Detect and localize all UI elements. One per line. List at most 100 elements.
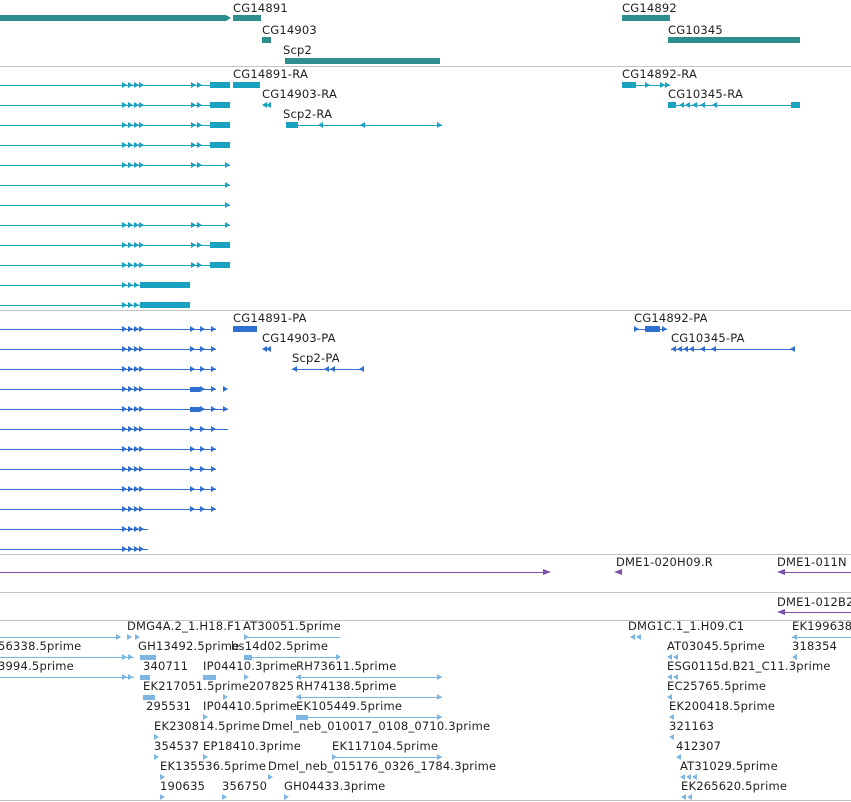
est-label[interactable]: 412307 [676, 739, 722, 753]
est-label[interactable]: 318354 [792, 639, 838, 653]
est-label[interactable]: EK200418.5prime [669, 699, 776, 713]
est-label[interactable]: EK117104.5prime [332, 739, 439, 753]
est-label[interactable]: AT03045.5prime [667, 639, 765, 653]
feature-line[interactable] [0, 205, 230, 206]
feature-line[interactable] [0, 677, 134, 678]
est-label[interactable]: 321163 [669, 719, 715, 733]
est-label[interactable]: EK230814.5prime [154, 719, 261, 733]
feature-line[interactable] [0, 449, 216, 450]
exon-block[interactable] [210, 82, 230, 88]
est-label[interactable]: 56338.5prime [0, 639, 82, 653]
feature-line[interactable] [296, 697, 442, 698]
gene-bar[interactable] [0, 15, 226, 21]
est-label[interactable]: 3994.5prime [0, 659, 74, 673]
feature-line[interactable] [0, 369, 216, 370]
feature-line[interactable] [668, 105, 800, 106]
exon-block[interactable] [210, 262, 230, 268]
exon-block[interactable] [203, 675, 216, 680]
exon-block[interactable] [645, 326, 660, 332]
feature-line[interactable] [296, 677, 442, 678]
feature-line[interactable] [0, 549, 148, 550]
feature-line[interactable] [0, 225, 230, 226]
feature-line[interactable] [0, 185, 230, 186]
protein-label-cg14891-pa[interactable]: CG14891-PA [233, 311, 307, 325]
est-label[interactable]: EC25765.5prime [667, 679, 767, 693]
est-label[interactable]: EK217051.5prime [143, 679, 250, 693]
est-label[interactable]: bs14d02.5prime [231, 639, 329, 653]
gene-bar[interactable] [233, 15, 261, 21]
exon-block[interactable] [190, 407, 200, 412]
feature-line[interactable] [0, 637, 120, 638]
est-label[interactable]: 356750 [222, 779, 268, 793]
clone-label[interactable]: DME1-020H09.R [616, 555, 713, 569]
est-label[interactable]: EK105449.5prime [296, 699, 403, 713]
est-label[interactable]: EK199638 [792, 619, 851, 633]
est-label[interactable]: 295531 [146, 699, 192, 713]
est-label[interactable]: DMG4A.2_1.H18.F1 [127, 619, 242, 633]
feature-line[interactable] [0, 329, 216, 330]
exon-block[interactable] [233, 326, 257, 332]
gene-label-scp2[interactable]: Scp2 [283, 43, 313, 57]
est-label[interactable]: 354537 [154, 739, 200, 753]
exon-block[interactable] [233, 82, 260, 88]
protein-label-cg10345-pa[interactable]: CG10345-PA [671, 331, 745, 345]
feature-line[interactable] [0, 245, 230, 246]
feature-line[interactable] [0, 469, 216, 470]
est-label[interactable]: EP18410.3prime [203, 739, 302, 753]
est-label[interactable]: DMG1C.1_1.H09.C1 [628, 619, 745, 633]
gene-label-cg14892[interactable]: CG14892 [622, 1, 677, 15]
feature-line[interactable] [296, 717, 442, 718]
gene-label-cg14891[interactable]: CG14891 [233, 1, 288, 15]
feature-line[interactable] [0, 165, 230, 166]
est-label[interactable]: RH73611.5prime [296, 659, 397, 673]
feature-line[interactable] [0, 285, 190, 286]
exon-block[interactable] [210, 142, 230, 148]
feature-line[interactable] [0, 529, 148, 530]
est-label[interactable]: AT30051.5prime [243, 619, 341, 633]
clone-line[interactable] [0, 572, 545, 573]
exon-block[interactable] [791, 102, 800, 108]
feature-line[interactable] [0, 85, 230, 86]
feature-line[interactable] [0, 125, 230, 126]
exon-block[interactable] [190, 387, 200, 392]
exon-block[interactable] [140, 282, 190, 288]
transcript-label-cg14903-ra[interactable]: CG14903-RA [262, 87, 338, 101]
feature-line[interactable] [792, 637, 851, 638]
est-label[interactable]: AT31029.5prime [680, 759, 778, 773]
exon-block[interactable] [210, 122, 230, 128]
feature-line[interactable] [244, 657, 340, 658]
feature-line[interactable] [0, 409, 228, 410]
gene-bar[interactable] [285, 58, 440, 64]
feature-line[interactable] [671, 349, 795, 350]
est-label[interactable]: RH74138.5prime [296, 679, 397, 693]
protein-label-cg14892-pa[interactable]: CG14892-PA [634, 311, 708, 325]
exon-block[interactable] [140, 675, 150, 680]
exon-block[interactable] [140, 655, 156, 660]
feature-line[interactable] [0, 389, 216, 390]
protein-label-scp2-pa[interactable]: Scp2-PA [292, 351, 340, 365]
est-label[interactable]: EK135536.5prime [160, 759, 267, 773]
feature-line[interactable] [0, 349, 216, 350]
est-label[interactable]: ESG0115d.B21_C11.3prime [667, 659, 831, 673]
gene-label-cg10345[interactable]: CG10345 [668, 23, 723, 37]
transcript-label-scp2-ra[interactable]: Scp2-RA [283, 107, 333, 121]
est-label[interactable]: 207825 [249, 679, 295, 693]
gene-bar[interactable] [262, 37, 271, 43]
feature-line[interactable] [0, 265, 230, 266]
est-label[interactable]: Dmel_neb_010017_0108_0710.3prime [262, 719, 491, 733]
feature-line[interactable] [332, 757, 442, 758]
clone-label[interactable]: DME1-011N [777, 555, 847, 569]
est-label[interactable]: 340711 [143, 659, 189, 673]
feature-line[interactable] [0, 657, 134, 658]
est-label[interactable]: Dmel_neb_015176_0326_1784.3prime [268, 759, 497, 773]
exon-block[interactable] [140, 302, 190, 308]
est-label[interactable]: GH13492.5prime [138, 639, 240, 653]
est-label[interactable]: EK265620.5prime [681, 779, 788, 793]
transcript-label-cg14891-ra[interactable]: CG14891-RA [233, 67, 309, 81]
gene-bar[interactable] [668, 37, 800, 43]
feature-line[interactable] [0, 105, 230, 106]
clone-line[interactable] [785, 612, 851, 613]
gene-bar[interactable] [622, 15, 670, 21]
clone-label[interactable]: DME1-012B2 [777, 595, 851, 609]
est-label[interactable]: 190635 [160, 779, 206, 793]
